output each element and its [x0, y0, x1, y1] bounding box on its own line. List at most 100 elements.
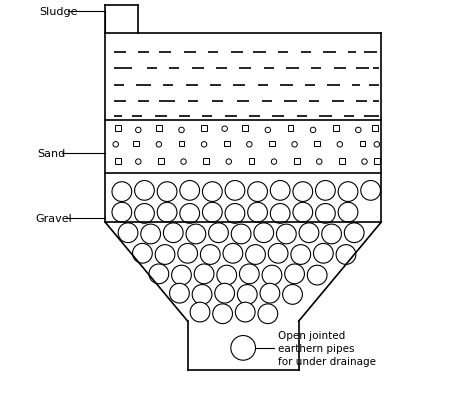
Circle shape [186, 225, 206, 244]
Bar [179, 141, 184, 147]
Circle shape [248, 182, 267, 202]
Circle shape [246, 142, 252, 148]
Circle shape [157, 182, 177, 202]
Circle shape [336, 245, 356, 265]
Circle shape [299, 223, 319, 243]
Circle shape [136, 159, 141, 165]
Circle shape [374, 142, 380, 148]
Circle shape [270, 204, 290, 224]
Circle shape [133, 244, 152, 263]
Circle shape [213, 304, 232, 324]
Circle shape [338, 203, 358, 223]
Circle shape [209, 223, 228, 243]
Bar [115, 159, 120, 164]
Bar [201, 126, 207, 131]
Circle shape [246, 245, 265, 265]
Circle shape [248, 203, 267, 223]
Bar [333, 126, 338, 131]
Circle shape [170, 284, 189, 303]
Circle shape [155, 245, 175, 265]
Circle shape [291, 245, 310, 265]
Bar [203, 159, 209, 164]
Circle shape [223, 244, 243, 263]
Circle shape [293, 203, 313, 223]
Circle shape [307, 266, 327, 285]
Circle shape [268, 244, 288, 263]
Circle shape [136, 128, 141, 133]
Circle shape [310, 128, 316, 133]
Circle shape [276, 225, 296, 244]
Circle shape [201, 245, 220, 265]
Circle shape [118, 223, 138, 243]
Circle shape [283, 285, 302, 304]
Circle shape [201, 142, 207, 148]
Circle shape [112, 203, 132, 223]
Circle shape [237, 285, 257, 304]
Text: Open jointed
earthern pipes
for under drainage: Open jointed earthern pipes for under dr… [278, 330, 376, 366]
Bar [294, 159, 300, 164]
Circle shape [180, 181, 200, 201]
Circle shape [164, 223, 183, 243]
Circle shape [172, 266, 191, 285]
Circle shape [292, 142, 297, 148]
Circle shape [322, 225, 341, 244]
Circle shape [112, 182, 132, 202]
Bar [156, 126, 162, 131]
Circle shape [356, 128, 361, 133]
Circle shape [135, 181, 155, 201]
Circle shape [260, 284, 280, 303]
Text: Sludge: Sludge [40, 7, 78, 17]
Circle shape [293, 182, 313, 202]
Circle shape [254, 223, 273, 243]
Circle shape [317, 159, 322, 165]
Circle shape [202, 203, 222, 223]
Circle shape [271, 159, 277, 165]
Bar [360, 141, 365, 147]
Circle shape [316, 204, 335, 224]
Circle shape [225, 204, 245, 224]
Circle shape [262, 266, 282, 285]
Circle shape [231, 225, 251, 244]
Circle shape [181, 159, 186, 165]
Bar [269, 141, 275, 147]
Circle shape [192, 285, 212, 304]
Circle shape [135, 204, 155, 224]
Bar [339, 159, 345, 164]
Bar [133, 141, 139, 147]
Circle shape [149, 264, 169, 284]
Circle shape [338, 182, 358, 202]
Circle shape [179, 128, 184, 133]
Circle shape [222, 127, 228, 132]
Bar [115, 126, 120, 131]
Circle shape [180, 204, 200, 224]
Text: Gravel: Gravel [36, 214, 72, 224]
Circle shape [316, 181, 335, 201]
Circle shape [361, 181, 381, 201]
Bar [158, 159, 164, 164]
Circle shape [178, 244, 198, 263]
Circle shape [141, 225, 161, 244]
Bar [374, 159, 380, 164]
Circle shape [156, 142, 162, 148]
Bar [224, 141, 229, 147]
Circle shape [270, 181, 290, 201]
Bar [314, 141, 320, 147]
Circle shape [239, 264, 259, 284]
Circle shape [202, 182, 222, 202]
Circle shape [226, 159, 231, 165]
Circle shape [265, 128, 271, 133]
Circle shape [157, 203, 177, 223]
Circle shape [344, 223, 364, 243]
Circle shape [231, 336, 255, 360]
Circle shape [313, 244, 333, 263]
Circle shape [194, 264, 214, 284]
Circle shape [217, 266, 237, 285]
Text: Sand: Sand [37, 149, 66, 159]
Bar [372, 126, 378, 131]
Bar [288, 126, 293, 131]
Circle shape [236, 302, 255, 322]
Circle shape [258, 304, 278, 324]
Circle shape [225, 181, 245, 201]
Circle shape [190, 302, 210, 322]
Bar [242, 126, 248, 131]
